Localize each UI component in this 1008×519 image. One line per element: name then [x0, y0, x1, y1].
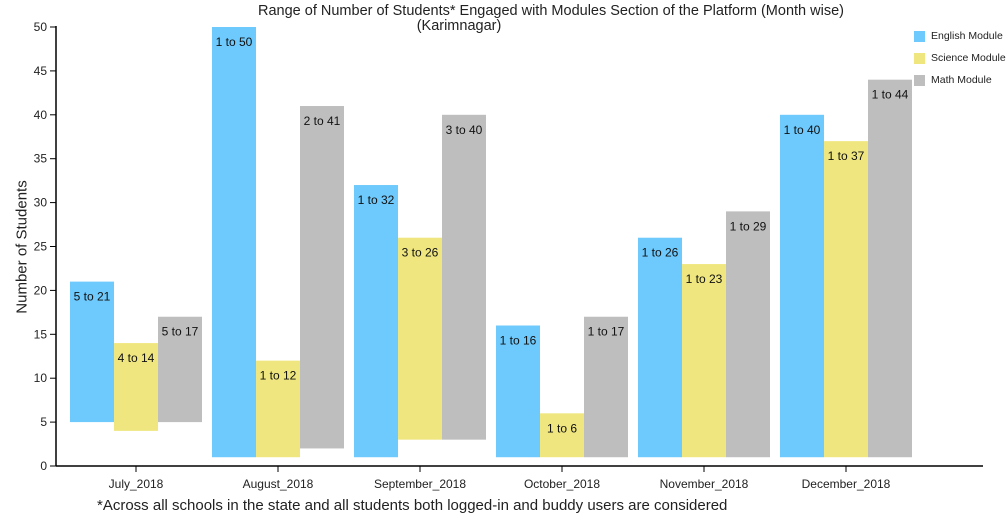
- bar-english-module: [354, 185, 398, 458]
- chart-subtitle: (Karimnagar): [416, 18, 502, 34]
- y-tick-label: 5: [40, 415, 47, 429]
- bar-math-module: [158, 316, 202, 423]
- y-tick-label: 0: [40, 459, 47, 473]
- bar-math-module: [442, 114, 486, 440]
- bar-english-module: [638, 237, 682, 458]
- legend-label: Science Module: [931, 52, 1006, 64]
- bars: [70, 27, 912, 458]
- x-tick-label: November_2018: [660, 477, 749, 491]
- bar-science-module: [682, 264, 726, 458]
- bar-english-module: [212, 27, 256, 458]
- x-tick-label: August_2018: [243, 477, 314, 491]
- y-tick-label: 10: [34, 371, 48, 385]
- bar-data-label: 2 to 41: [304, 114, 341, 128]
- legend-swatch: [914, 74, 925, 86]
- legend-label: Math Module: [931, 74, 992, 86]
- bar-data-label: 1 to 50: [216, 35, 253, 49]
- bar-science-module: [114, 343, 158, 431]
- y-tick-label: 40: [34, 108, 48, 122]
- y-tick-label: 20: [34, 283, 48, 297]
- bar-data-label: 5 to 21: [74, 290, 111, 304]
- bar-data-label: 1 to 44: [872, 88, 909, 102]
- legend-item-english-module: English Module: [914, 25, 1006, 47]
- bar-data-label: 1 to 26: [642, 246, 679, 260]
- bar-math-module: [868, 79, 912, 458]
- y-tick-label: 45: [34, 64, 48, 78]
- bar-labels: 5 to 21 4 to 14 5 to 17 1 to 50 1 to 12 2 to …: [74, 35, 909, 435]
- y-tick-label: 35: [34, 152, 48, 166]
- x-tick-label: October_2018: [524, 477, 600, 491]
- bar-math-module: [584, 316, 628, 458]
- legend-item-math-module: Math Module: [914, 69, 1006, 91]
- bar-science-module: [824, 141, 868, 458]
- bar-data-label: 1 to 37: [828, 149, 865, 163]
- footnote: *Across all schools in the state and all…: [97, 497, 728, 514]
- y-tick-label: 15: [34, 327, 48, 341]
- bar-data-label: 1 to 12: [260, 369, 297, 383]
- bar-data-label: 5 to 17: [162, 325, 199, 339]
- chart-title: Range of Number of Students* Engaged wit…: [258, 3, 844, 19]
- x-tick-label: December_2018: [802, 477, 891, 491]
- bar-data-label: 1 to 29: [730, 219, 767, 233]
- y-tick-label: 25: [34, 240, 48, 254]
- axes: 0 5 10 15 20 25 30 35 40 45 50 July_2018 August_2018…: [34, 20, 983, 491]
- bar-data-label: 3 to 26: [402, 246, 439, 260]
- bar-data-label: 1 to 17: [588, 325, 625, 339]
- bar-data-label: 1 to 6: [547, 421, 577, 435]
- bar-data-label: 3 to 40: [446, 123, 483, 137]
- legend-item-science-module: Science Module: [914, 47, 1006, 69]
- bar-data-label: 1 to 23: [686, 272, 723, 286]
- bar-english-module: [780, 114, 824, 458]
- x-tick-label: July_2018: [109, 477, 164, 491]
- legend-label: English Module: [931, 30, 1003, 42]
- legend: English Module Science Module Math Module: [914, 25, 1006, 91]
- legend-swatch: [914, 52, 925, 64]
- bar-science-module: [256, 360, 300, 458]
- bar-english-module: [70, 281, 114, 423]
- bar-math-module: [726, 211, 770, 458]
- bar-science-module: [540, 413, 584, 458]
- y-tick-label: 30: [34, 196, 48, 210]
- bar-science-module: [398, 237, 442, 440]
- bar-math-module: [300, 106, 344, 449]
- bar-data-label: 1 to 40: [784, 123, 821, 137]
- legend-swatch: [914, 30, 925, 42]
- bar-data-label: 4 to 14: [118, 351, 155, 365]
- bar-data-label: 1 to 32: [358, 193, 395, 207]
- x-tick-label: September_2018: [374, 477, 466, 491]
- y-tick-label: 50: [34, 20, 48, 34]
- bar-data-label: 1 to 16: [500, 334, 537, 348]
- bar-english-module: [496, 325, 540, 458]
